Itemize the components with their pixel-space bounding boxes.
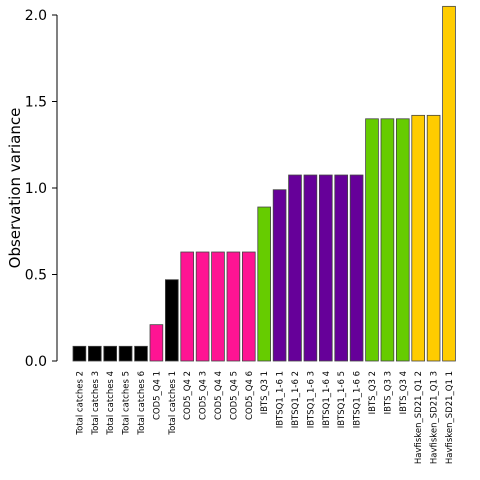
x-tick-label: COD5_Q4 2 [183,371,193,420]
x-tick-label: Havfisken_SD21_Q1 3 [430,371,440,464]
x-tick-label: COD5_Q4 3 [199,371,209,420]
x-axis-labels: Total catches 2 Total catches 3 Total catc… [75,371,455,464]
bar [288,174,302,362]
bar [257,206,271,362]
x-tick-label: Total catches 6 [137,371,147,436]
x-tick-label: Havfisken_SD21_Q1 2 [414,371,424,464]
y-axis-title: Observation variance [6,108,24,269]
bar [241,251,256,362]
x-tick-label: Total catches 1 [168,371,178,436]
bar [272,189,287,362]
x-tick-label: IBTSQ1_1-6 1 [276,371,286,428]
x-tick-label: Total catches 3 [91,371,101,436]
bar [134,345,148,362]
bar [349,174,364,362]
bar [318,174,333,362]
bar [72,345,87,362]
bar [426,114,441,362]
bar [442,5,456,362]
x-tick-label: COD5_Q4 6 [245,371,255,420]
bar [103,345,118,362]
bar [164,279,179,362]
bar [395,118,410,362]
x-tick-label: IBTS_Q3 3 [383,371,393,414]
x-tick-label: Total catches 2 [75,371,85,436]
y-tick-label: 0.5 [25,268,47,284]
x-tick-label: IBTS_Q3 4 [399,371,409,414]
x-tick-label: IBTSQ1_1-6 3 [306,371,316,428]
bar [380,118,395,362]
bar [195,251,210,362]
x-tick-label: IBTS_Q3 2 [368,371,378,414]
x-tick-label: Total catches 5 [122,371,132,436]
bar [180,251,195,362]
y-axis: 0.0 0.5 1.0 1.5 2.0 [25,8,58,370]
bar [334,174,348,362]
x-tick-label: IBTSQ1_1-6 4 [322,371,332,428]
y-tick-label: 1.5 [25,95,47,111]
bar [365,118,379,362]
bar [118,345,133,362]
y-tick-label: 2.0 [25,8,47,24]
x-tick-label: IBTS_Q3 1 [260,371,270,414]
x-tick-label: IBTSQ1_1-6 5 [337,371,347,428]
x-tick-label: IBTSQ1_1-6 6 [353,371,363,428]
x-tick-label: COD5_Q4 5 [229,371,239,420]
bar [88,345,102,362]
bars [72,5,456,362]
y-tick-label: 1.0 [25,181,47,197]
bar [226,251,241,362]
bar [211,251,225,362]
bar [149,324,164,362]
x-tick-label: COD5_Q4 1 [152,371,162,420]
x-tick-label: Total catches 4 [106,371,116,436]
y-tick-label: 0.0 [25,354,47,370]
x-tick-label: Havfisken_SD21_Q1 1 [445,371,455,464]
x-tick-label: COD5_Q4 4 [214,371,224,420]
x-tick-label: IBTSQ1_1-6 2 [291,371,301,428]
bar [411,114,425,362]
bar [303,174,318,362]
